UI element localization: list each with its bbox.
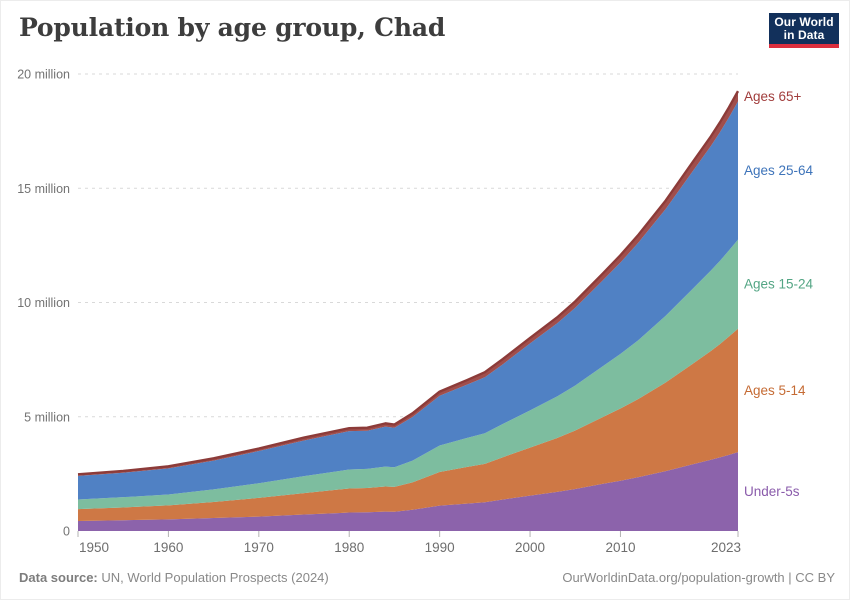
legend-label-under-5s[interactable]: Under-5s (744, 484, 800, 499)
x-axis-label-1950: 1950 (79, 540, 109, 555)
area-under-5s[interactable] (78, 452, 738, 531)
x-axis-label-2010: 2010 (605, 540, 635, 555)
area-ages-15-24[interactable] (78, 239, 738, 510)
owid-logo[interactable]: Our World in Data (769, 13, 839, 48)
x-axis-label-1990: 1990 (425, 540, 455, 555)
legend-label-ages-65[interactable]: Ages 65+ (744, 89, 802, 104)
area-ages-5-14[interactable] (78, 328, 738, 521)
owid-logo-box: Our World in Data (769, 13, 839, 44)
data-source-note: Data source: UN, World Population Prospe… (19, 570, 329, 585)
legend-label-ages-25-64[interactable]: Ages 25-64 (744, 163, 814, 178)
x-axis-label-2000: 2000 (515, 540, 545, 555)
y-axis-label-0: 0 (63, 525, 70, 539)
total-line-ages-65 (77, 90, 740, 476)
x-axis-label-1960: 1960 (153, 540, 183, 555)
x-axis-label-2023: 2023 (711, 540, 741, 555)
data-source-label: Data source: (19, 570, 98, 585)
page-title: Population by age group, Chad (19, 13, 446, 42)
owid-logo-accent-bar (769, 44, 839, 48)
y-axis-label-5: 5 million (24, 410, 70, 424)
y-axis-label-15: 15 million (17, 182, 70, 196)
data-source-text: UN, World Population Prospects (2024) (97, 570, 329, 585)
y-axis-label-10: 10 million (17, 296, 70, 310)
owid-logo-line2: in Data (783, 27, 825, 42)
license-link[interactable]: OurWorldinData.org/population-growth | C… (562, 570, 835, 585)
x-axis-label-1980: 1980 (334, 540, 364, 555)
y-axis-label-20: 20 million (17, 68, 70, 82)
legend-label-ages-15-24[interactable]: Ages 15-24 (744, 277, 814, 292)
owid-logo-line1: Our World (774, 14, 834, 29)
area-ages-25-64[interactable] (78, 101, 738, 500)
legend-label-ages-5-14[interactable]: Ages 5-14 (744, 383, 806, 398)
x-axis-label-1970: 1970 (244, 540, 274, 555)
